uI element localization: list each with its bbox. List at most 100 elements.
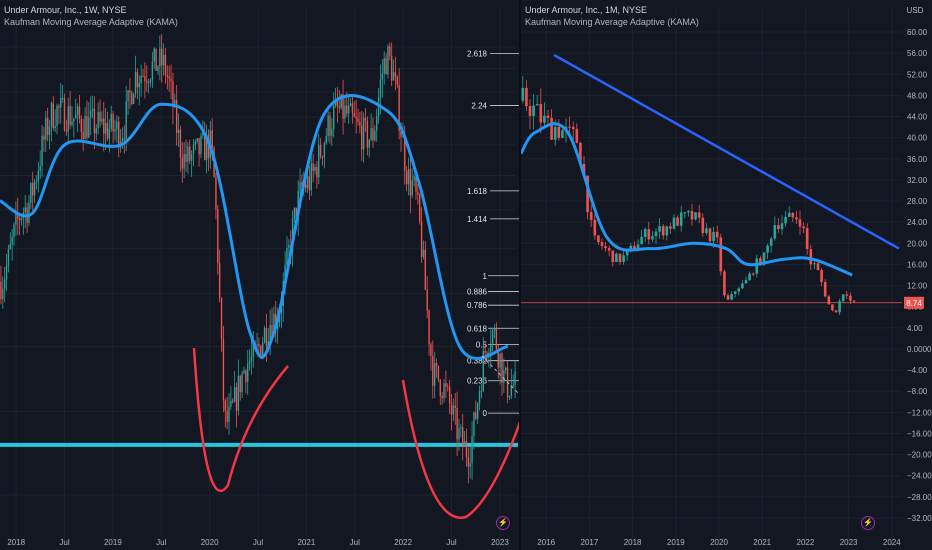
candle-body <box>705 228 708 234</box>
candle-body <box>838 301 841 313</box>
candle-body <box>11 236 13 245</box>
candle-body <box>651 236 654 240</box>
candle-body <box>480 390 483 392</box>
candle-body <box>798 219 802 227</box>
candle-body <box>293 207 296 219</box>
candle-body <box>582 163 586 176</box>
candle-body <box>636 244 640 250</box>
weekly-chart-svg[interactable]: 4.2363.6182.6182.241.6181.41410.8860.786… <box>0 0 520 550</box>
candle-body <box>426 289 428 311</box>
candle-body <box>149 79 152 83</box>
candle-body <box>321 156 324 158</box>
currency-label: USD <box>907 6 924 15</box>
candle-body <box>164 54 167 76</box>
candle-body <box>232 400 234 402</box>
candle-body <box>726 295 730 300</box>
candle-body <box>331 128 333 136</box>
monthly-chart-panel[interactable]: USD 60.00 56.00 52.00 48.00 44.00 40.00 36.00 32… <box>521 0 932 550</box>
last-price-label: 8.74 <box>906 299 922 308</box>
price-tick: −4.00 <box>907 366 928 375</box>
candle-body <box>539 103 543 123</box>
candle-body <box>476 403 479 419</box>
candle-body <box>267 340 269 347</box>
candle-body <box>458 428 460 440</box>
candle-body <box>61 97 64 99</box>
time-tick: 2018 <box>624 538 642 547</box>
candle-body <box>118 121 120 148</box>
lightning-icon[interactable]: ⚡ <box>496 516 510 530</box>
candle-body <box>368 139 370 148</box>
candle-body <box>679 212 683 226</box>
candle-body <box>396 76 398 85</box>
candle-body <box>196 138 198 142</box>
bottom-arc-2020 <box>192 347 289 493</box>
monthly-chart-svg[interactable]: USD 60.00 56.00 52.00 48.00 44.00 40.00 36.00 32… <box>521 0 932 550</box>
candle-body <box>316 166 318 178</box>
candle-body <box>550 117 553 140</box>
candle-body <box>715 231 719 238</box>
time-tick: 2021 <box>753 538 771 547</box>
price-tick: 52.00 <box>907 70 928 79</box>
weekly-chart-panel[interactable]: 4.2363.6182.6182.241.6181.41410.8860.786… <box>0 0 520 550</box>
candle-body <box>852 300 856 302</box>
candle-body <box>24 207 26 213</box>
time-tick: 2021 <box>297 538 315 547</box>
candle-body <box>175 100 178 133</box>
candle-body <box>256 344 258 346</box>
candle-body <box>48 126 51 136</box>
candle-body <box>748 273 751 281</box>
candle-body <box>192 144 195 155</box>
candle-body <box>571 126 575 129</box>
chart-legend: Under Armour, Inc., 1M, NYSE Kaufman Mov… <box>525 4 699 28</box>
candle-body <box>448 386 451 404</box>
candle-body <box>110 114 112 129</box>
candle-body <box>361 125 363 150</box>
candle-body <box>417 191 419 195</box>
candle-body <box>28 202 30 223</box>
candle-body <box>269 325 271 341</box>
panel-divider[interactable] <box>519 0 521 550</box>
candle-body <box>67 106 69 132</box>
price-tick: 12.00 <box>907 282 928 291</box>
time-tick: Jul <box>156 538 166 547</box>
fib-level-label: 2.618 <box>467 50 488 59</box>
candle-body <box>179 129 182 158</box>
candle-body <box>484 350 486 353</box>
candle-body <box>625 250 629 256</box>
candle-body <box>2 288 4 300</box>
candle-body <box>220 298 223 340</box>
fib-level-label: 0 <box>483 409 488 418</box>
candle-body <box>228 406 230 422</box>
candle-body <box>194 141 197 145</box>
candle-body <box>755 258 759 274</box>
candle-body <box>802 226 805 229</box>
candle-body <box>450 403 453 415</box>
candle-body <box>54 126 56 128</box>
kama-line <box>521 122 853 277</box>
candle-body <box>690 211 694 220</box>
candle-body <box>532 105 535 116</box>
candle-body <box>528 106 532 116</box>
candle-body <box>78 106 81 119</box>
chart-legend: Under Armour, Inc., 1W, NYSE Kaufman Mov… <box>4 4 178 28</box>
candle-body <box>419 194 421 222</box>
candle-body <box>618 253 622 262</box>
candle-body <box>353 112 355 117</box>
candle-body <box>308 176 311 191</box>
candle-body <box>766 245 769 253</box>
time-axis: 2018 Jul 2019 Jul 2020 Jul 2021 Jul 2022 Jul 2023 <box>7 538 509 547</box>
price-tick: −20.00 <box>907 451 932 460</box>
lightning-icon[interactable]: ⚡ <box>861 516 875 530</box>
candle-body <box>35 181 38 183</box>
candle-body <box>273 313 275 338</box>
candle-body <box>168 76 170 79</box>
candle-body <box>76 106 79 115</box>
candle-body <box>392 72 395 81</box>
candle-body <box>791 212 795 218</box>
candle-body <box>473 412 475 436</box>
candle-body <box>82 131 84 139</box>
candle-body <box>177 129 180 133</box>
time-tick: 2016 <box>537 538 555 547</box>
candle-body <box>376 115 378 131</box>
candle-body <box>318 144 320 178</box>
